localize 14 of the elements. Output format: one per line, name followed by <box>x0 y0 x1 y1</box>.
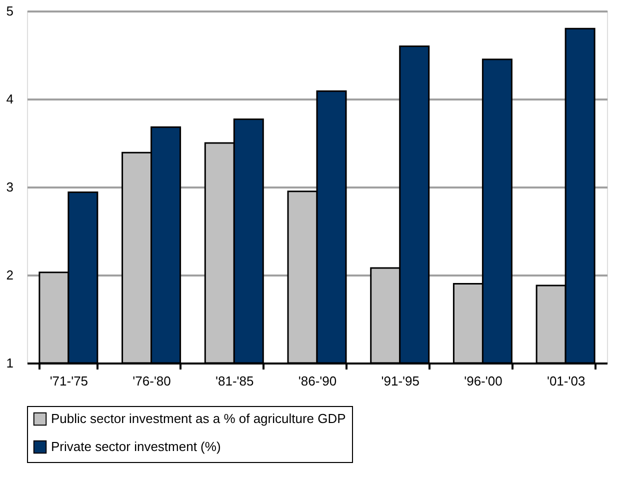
y-tick-label: 1 <box>6 356 14 370</box>
x-tick-label: '96-'00 <box>464 374 502 388</box>
x-tick-label: '86-'90 <box>298 374 337 388</box>
legend-label: Public sector investment as a % of agriculture GDP <box>51 411 346 426</box>
x-tick-label: '71-'75 <box>50 374 88 388</box>
y-tick-label: 5 <box>6 4 14 18</box>
y-tick-label: 4 <box>6 92 14 106</box>
legend-label: Private sector investment (%) <box>51 439 221 454</box>
x-tick-label: '91-'95 <box>381 374 420 388</box>
x-tick-label: '81-'85 <box>216 374 254 388</box>
y-tick-label: 2 <box>6 268 14 282</box>
x-tick-label: '01-'03 <box>546 374 586 388</box>
x-tick-label: '76-'80 <box>132 374 171 388</box>
y-tick-label: 3 <box>6 180 14 194</box>
